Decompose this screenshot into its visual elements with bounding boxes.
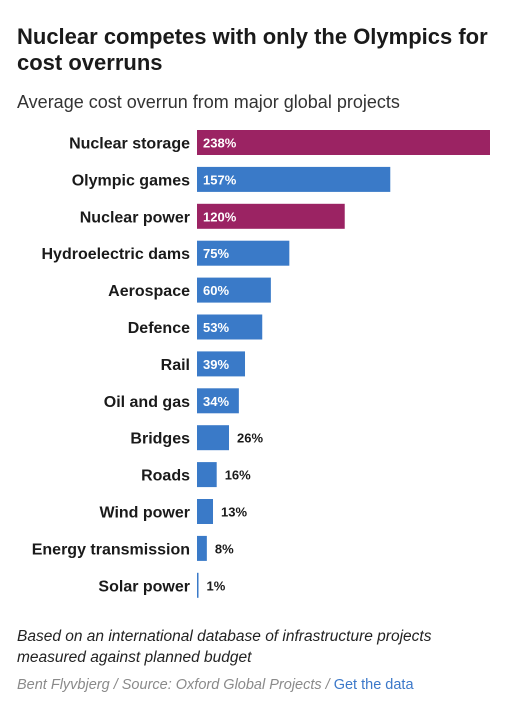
value-label-solar-power: 1%	[207, 578, 226, 593]
chart-subtitle: Average cost overrun from major global p…	[17, 92, 400, 112]
value-label-rail: 39%	[203, 357, 229, 372]
bar-olympic-games	[197, 166, 391, 192]
source-line: Bent Flyvbjerg / Source: Oxford Global P…	[17, 677, 414, 693]
value-label-nuclear-storage: 238%	[203, 136, 237, 151]
value-label-wind-power: 13%	[221, 505, 247, 520]
value-label-roads: 16%	[225, 468, 251, 483]
value-label-oil-and-gas: 34%	[203, 394, 229, 409]
value-label-hydroelectric-dams: 75%	[203, 246, 229, 261]
source-text: Bent Flyvbjerg / Source: Oxford Global P…	[17, 677, 334, 693]
value-label-defence: 53%	[203, 320, 229, 335]
value-label-aerospace: 60%	[203, 283, 229, 298]
category-label-energy-transmission: Energy transmission	[32, 541, 190, 558]
category-label-roads: Roads	[141, 468, 190, 485]
bar-rail	[197, 351, 246, 377]
get-the-data-link[interactable]: Get the data	[333, 677, 414, 693]
bar-aerospace	[197, 277, 271, 303]
bar-hydroelectric-dams	[197, 240, 290, 266]
bar-nuclear-storage	[197, 130, 490, 155]
bar-nuclear-power	[197, 203, 345, 229]
value-label-bridges: 26%	[237, 431, 263, 446]
category-label-aerospace: Aerospace	[108, 283, 190, 300]
category-label-wind-power: Wind power	[99, 505, 190, 522]
chart-note: Based on an international database of in…	[17, 628, 432, 666]
bar-chart: Nuclear storage 238% Olympic games 157% Nucl…	[32, 130, 490, 598]
bar-oil-and-gas	[197, 388, 239, 414]
value-label-olympic-games: 157%	[203, 172, 237, 187]
category-label-solar-power: Solar power	[98, 578, 190, 595]
category-label-oil-and-gas: Oil and gas	[104, 394, 190, 411]
bar-roads	[197, 462, 217, 488]
category-label-nuclear-power: Nuclear power	[80, 209, 190, 226]
category-label-hydroelectric-dams: Hydroelectric dams	[41, 246, 190, 263]
bar-bridges	[197, 425, 230, 451]
category-label-rail: Rail	[161, 357, 190, 374]
category-label-defence: Defence	[128, 320, 190, 337]
bar-energy-transmission	[197, 535, 207, 561]
chart-title: Nuclear competes with only the Olympics …	[17, 24, 488, 75]
bar-defence	[197, 314, 263, 340]
category-label-nuclear-storage: Nuclear storage	[69, 136, 190, 153]
category-label-olympic-games: Olympic games	[72, 172, 190, 189]
bar-wind-power	[197, 499, 214, 524]
value-label-energy-transmission: 8%	[215, 541, 234, 556]
bar-solar-power	[197, 572, 199, 598]
category-label-bridges: Bridges	[130, 431, 190, 448]
value-label-nuclear-power: 120%	[203, 209, 237, 224]
